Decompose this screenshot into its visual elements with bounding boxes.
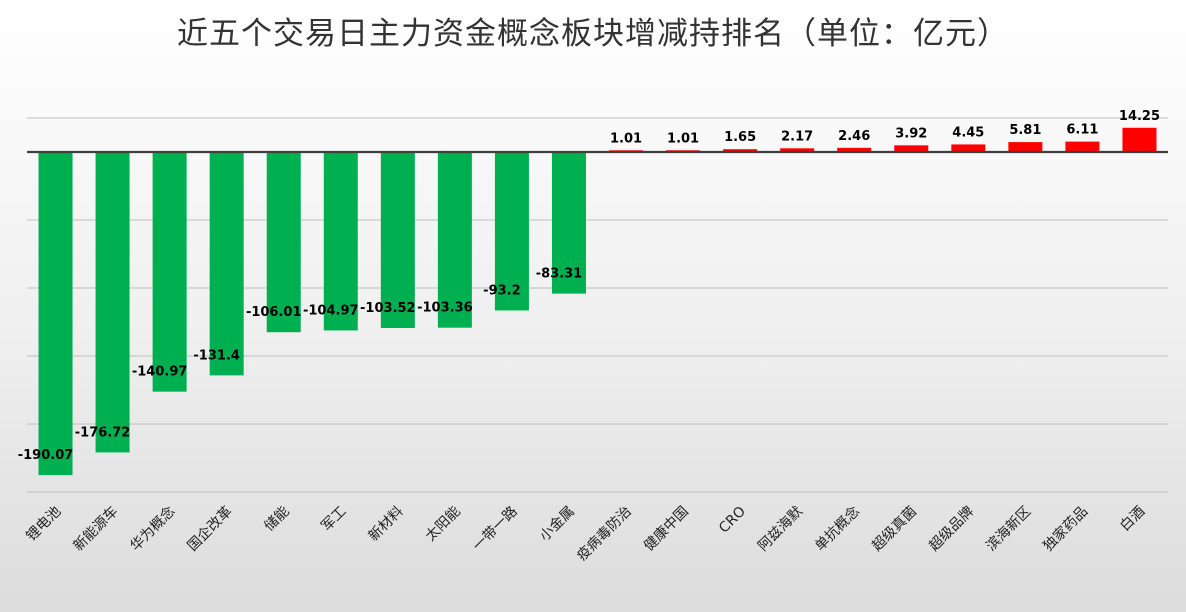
category-label: 太阳能 — [423, 504, 464, 545]
bar — [209, 152, 244, 376]
bar — [894, 145, 929, 152]
data-label: 2.46 — [838, 129, 870, 144]
category-label: 疫病毒防治 — [574, 504, 635, 565]
bar — [1065, 141, 1100, 152]
data-label: -106.01 — [246, 305, 302, 320]
bar — [437, 152, 472, 328]
data-label: -131.4 — [193, 348, 240, 363]
bar — [780, 148, 815, 152]
category-label: 国企改革 — [184, 503, 236, 555]
data-label: -103.52 — [360, 301, 416, 316]
data-label: -83.31 — [536, 267, 583, 282]
category-label: 健康中国 — [640, 503, 692, 555]
category-label: 锂电池 — [23, 504, 64, 545]
category-label: 新材料 — [366, 504, 407, 545]
bar — [266, 152, 301, 333]
data-label: -93.2 — [483, 283, 520, 298]
category-label: 白酒 — [1117, 504, 1148, 535]
data-label: 4.45 — [952, 125, 984, 140]
category-label: 阿兹海默 — [755, 504, 806, 555]
category-label: 独家药品 — [1040, 503, 1092, 555]
bar — [38, 152, 73, 476]
chart-title: 近五个交易日主力资金概念板块增减持排名（单位：亿元） — [177, 16, 1009, 52]
category-label: 华为概念 — [127, 503, 179, 555]
data-label: -176.72 — [75, 425, 131, 440]
category-label: 新能源车 — [70, 503, 122, 555]
data-label: 2.17 — [781, 129, 813, 144]
category-label: 一带一路 — [470, 504, 521, 555]
data-label: 6.11 — [1066, 123, 1098, 138]
bar — [837, 147, 872, 152]
bar — [951, 144, 986, 152]
bar — [323, 152, 358, 331]
data-label: -140.97 — [132, 365, 188, 380]
data-label: 1.01 — [610, 131, 642, 146]
bar — [1122, 127, 1157, 152]
data-label: 1.65 — [724, 130, 756, 145]
category-label: CRO — [716, 504, 749, 537]
bar — [380, 152, 415, 328]
category-label: 单抗概念 — [811, 503, 863, 555]
data-label: 14.25 — [1119, 109, 1160, 124]
data-label: 3.92 — [895, 126, 927, 141]
data-label: -103.36 — [417, 301, 473, 316]
data-label: 1.01 — [667, 131, 699, 146]
category-label: 军工 — [318, 504, 349, 535]
bar — [723, 149, 758, 152]
category-label: 滨海新区 — [983, 504, 1034, 555]
bar — [152, 152, 187, 392]
category-label: 超级品牌 — [926, 503, 978, 555]
category-label: 超级真菌 — [869, 504, 920, 555]
data-label: -190.07 — [18, 448, 74, 463]
data-label: -104.97 — [303, 303, 359, 318]
bar — [95, 152, 130, 453]
data-label: 5.81 — [1009, 123, 1041, 138]
category-label: 储能 — [261, 504, 292, 535]
category-label: 小金属 — [537, 504, 578, 545]
bar — [494, 152, 529, 311]
bar — [1008, 142, 1043, 152]
bar — [551, 152, 586, 294]
